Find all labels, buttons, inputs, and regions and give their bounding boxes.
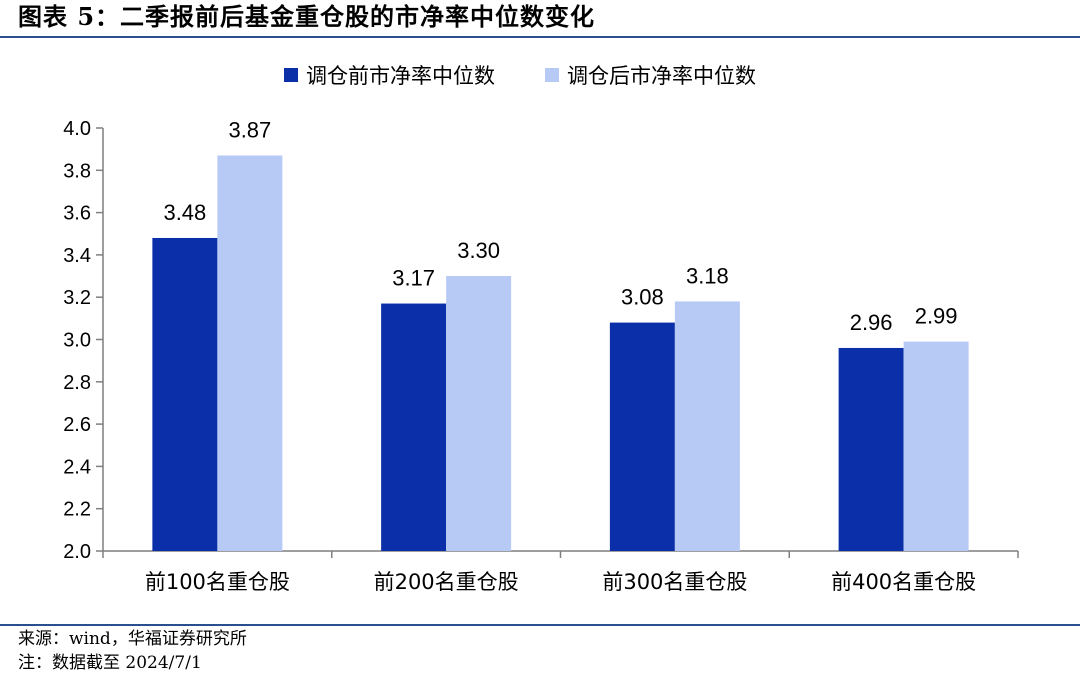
data-label-series-2: 3.18 [686, 263, 729, 288]
y-tick-label: 2.0 [63, 541, 91, 563]
legend-label-series-1: 调仓前市净率中位数 [306, 64, 495, 88]
y-tick-label: 3.8 [63, 160, 91, 182]
plot-area: 2.0 2.2 2.4 2.6 2.8 3.0 3.2 3.4 3.6 3.8 4.0 3.48 3.8… [63, 117, 1019, 594]
data-label-series-1: 2.96 [850, 310, 893, 335]
bar-chart: 调仓前市净率中位数 调仓后市净率中位数 2.0 2.2 2.4 2.6 2.8 3.0 3.… [63, 64, 1019, 594]
y-tick-label: 3.2 [63, 287, 91, 309]
y-tick-label: 3.0 [63, 330, 91, 352]
figure-title: 图表 5：二季报前后基金重仓股的市净率中位数变化 [18, 2, 596, 31]
x-category-label: 前100名重仓股 [145, 570, 290, 594]
y-tick-label: 2.4 [63, 456, 91, 478]
bar-series-2 [446, 276, 512, 551]
y-tick-label: 2.8 [63, 372, 91, 394]
x-category-label: 前200名重仓股 [374, 570, 519, 594]
data-label-series-2: 3.30 [457, 238, 500, 263]
bar-series-1 [381, 303, 447, 551]
y-tick-label: 3.6 [63, 203, 91, 225]
data-label-series-2: 2.99 [915, 304, 958, 329]
data-date-note: 注：数据截至 2024/7/1 [18, 653, 202, 673]
x-category-label: 前400名重仓股 [831, 570, 976, 594]
bar-series-2 [903, 341, 969, 551]
footer-rule [0, 624, 1080, 626]
bar-series-1 [838, 347, 904, 551]
x-category-label: 前300名重仓股 [602, 570, 747, 594]
data-label-series-1: 3.48 [163, 200, 206, 225]
bar-series-1 [152, 237, 218, 552]
legend: 调仓前市净率中位数 调仓后市净率中位数 [284, 64, 756, 88]
title-rule [0, 36, 1080, 38]
y-tick-label: 4.0 [63, 118, 91, 140]
y-tick-label: 2.6 [63, 414, 91, 436]
bar-series-2 [217, 155, 283, 551]
y-tick-label: 3.4 [63, 245, 91, 267]
bar-series-2 [674, 301, 740, 551]
source-note: 来源：wind，华福证券研究所 [18, 629, 247, 649]
y-tick-label: 2.2 [63, 499, 91, 521]
legend-swatch-series-2 [545, 68, 559, 82]
bar-series-1 [609, 322, 675, 551]
legend-swatch-series-1 [284, 68, 298, 82]
data-label-series-1: 3.17 [392, 266, 435, 291]
legend-label-series-2: 调仓后市净率中位数 [567, 64, 756, 88]
data-label-series-2: 3.87 [228, 117, 271, 142]
data-label-series-1: 3.08 [621, 285, 664, 310]
